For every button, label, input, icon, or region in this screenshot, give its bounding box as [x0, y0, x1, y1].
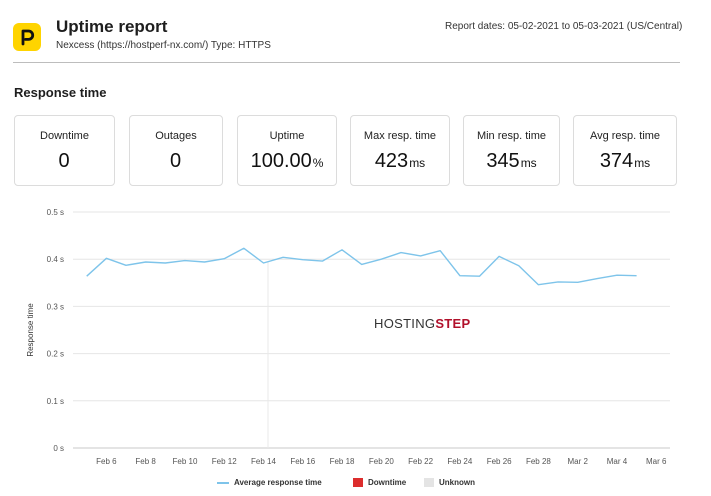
stat-number: 100.00	[250, 150, 312, 172]
stat-card-min-resp: Min resp. time 345ms	[463, 115, 560, 186]
stat-card-uptime: Uptime 100.00%	[237, 115, 337, 186]
stat-label: Max resp. time	[363, 130, 437, 142]
legend-line-swatch	[217, 482, 229, 484]
legend-item-average[interactable]: Average response time	[217, 478, 322, 487]
x-tick-label: Feb 22	[408, 457, 433, 466]
y-tick-label: 0.4 s	[47, 255, 64, 264]
y-tick-label: 0.5 s	[47, 208, 64, 217]
stat-number: 0	[169, 150, 182, 172]
y-axis-label: Response time	[26, 303, 35, 357]
legend-label: Average response time	[234, 478, 322, 487]
monitor-subtitle: Nexcess (https://hostperf-nx.com/) Type:…	[56, 40, 271, 51]
stat-unit: ms	[634, 156, 651, 170]
stat-card-avg-resp: Avg resp. time 374ms	[573, 115, 677, 186]
stat-label: Downtime	[40, 130, 89, 142]
legend-box-swatch	[353, 478, 363, 488]
x-tick-label: Feb 20	[369, 457, 394, 466]
legend-item-downtime[interactable]: Downtime	[353, 478, 407, 488]
legend-label: Unknown	[439, 478, 475, 487]
stat-label: Outages	[155, 130, 197, 142]
x-tick-label: Feb 18	[330, 457, 355, 466]
legend-box-swatch	[424, 478, 434, 488]
report-title: Uptime report	[56, 17, 168, 36]
watermark-text-2: STEP	[435, 316, 471, 331]
stat-unit: ms	[520, 156, 537, 170]
header-divider	[13, 62, 680, 63]
stat-card-max-resp: Max resp. time 423ms	[350, 115, 450, 186]
stat-number: 374	[599, 150, 634, 172]
logo-p-icon	[21, 29, 35, 46]
watermark-text-1: HOSTING	[374, 316, 436, 331]
x-tick-label: Mar 4	[607, 457, 628, 466]
x-tick-label: Mar 6	[646, 457, 667, 466]
x-tick-label: Feb 24	[447, 457, 472, 466]
stat-number: 0	[58, 150, 70, 172]
x-tick-label: Feb 14	[251, 457, 276, 466]
x-tick-label: Feb 16	[290, 457, 315, 466]
legend-label: Downtime	[368, 478, 407, 487]
x-tick-label: Feb 8	[135, 457, 156, 466]
series-line-average-response	[86, 247, 637, 286]
y-tick-label: 0 s	[53, 444, 64, 453]
stat-value: 345ms	[464, 150, 559, 173]
legend-item-unknown[interactable]: Unknown	[424, 478, 475, 488]
section-title: Response time	[14, 85, 107, 100]
stat-unit: %	[312, 156, 324, 170]
y-tick-label: 0.1 s	[47, 397, 64, 406]
response-time-chart: 0 s 0.1 s 0.2 s 0.3 s 0.4 s 0.5 s Feb 6 Feb 8 Fe…	[26, 208, 670, 466]
stat-card-outages: Outages 0	[129, 115, 223, 186]
hostingstep-watermark: HOSTINGSTEP	[374, 316, 470, 331]
x-tick-label: Feb 28	[526, 457, 551, 466]
stat-label: Avg resp. time	[589, 130, 661, 142]
x-tick-label: Feb 26	[487, 457, 512, 466]
stat-label: Min resp. time	[476, 130, 547, 142]
stat-unit: ms	[409, 156, 426, 170]
stat-value: 0	[15, 150, 114, 173]
stat-number: 423	[374, 150, 409, 172]
app-logo	[13, 23, 41, 51]
stat-label: Uptime	[269, 130, 305, 142]
stat-value: 0	[130, 150, 222, 173]
stat-value: 100.00%	[238, 150, 336, 173]
y-tick-label: 0.2 s	[47, 350, 64, 359]
stat-value: 423ms	[351, 150, 449, 173]
report-dates: Report dates: 05-02-2021 to 05-03-2021 (…	[445, 21, 683, 32]
x-tick-label: Mar 2	[567, 457, 588, 466]
stat-number: 345	[486, 150, 520, 172]
stat-value: 374ms	[574, 150, 676, 173]
x-tick-label: Feb 6	[96, 457, 117, 466]
x-tick-label: Feb 10	[172, 457, 197, 466]
y-tick-label: 0.3 s	[47, 302, 64, 311]
stat-card-downtime: Downtime 0	[14, 115, 115, 186]
x-tick-label: Feb 12	[212, 457, 237, 466]
